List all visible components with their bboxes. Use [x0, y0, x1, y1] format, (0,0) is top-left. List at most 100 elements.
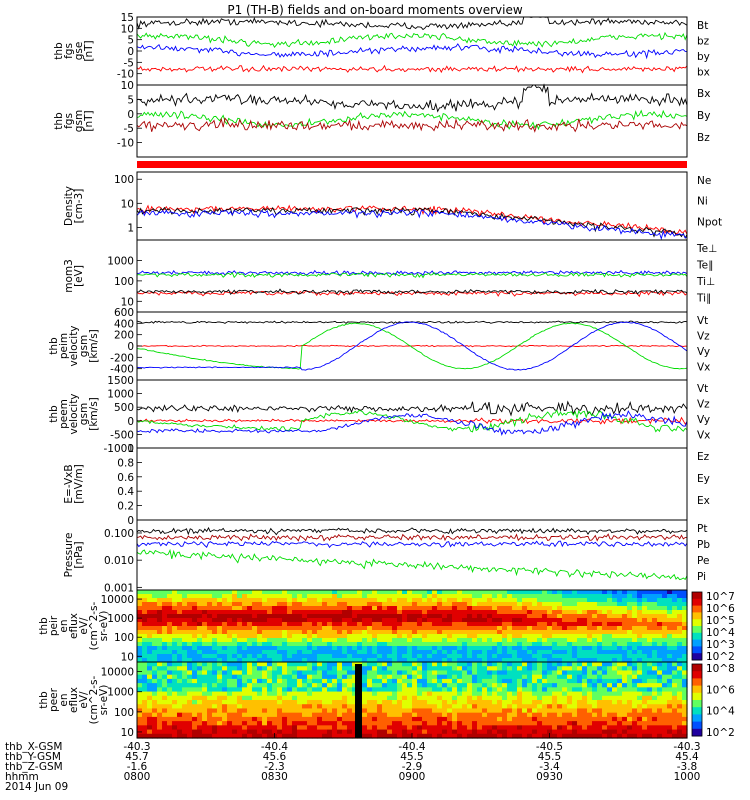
spectrogram-cell — [417, 683, 423, 688]
spectrogram-cell — [612, 683, 618, 688]
spectrogram-cell — [187, 614, 193, 619]
spectrogram-cell — [157, 674, 163, 680]
spectrogram-cell — [637, 650, 643, 655]
spectrogram-cell — [627, 614, 633, 619]
spectrogram-cell — [147, 602, 153, 607]
spectrogram-cell — [387, 666, 393, 672]
spectrogram-cell — [557, 594, 563, 599]
spectrogram-cell — [412, 700, 418, 705]
spectrogram-cell — [672, 626, 678, 631]
spectrogram-cell — [617, 733, 623, 739]
spectrogram-cell — [417, 622, 423, 627]
spectrogram-cell — [247, 594, 253, 599]
spectrogram-cell — [297, 716, 303, 722]
spectrogram-cell — [397, 634, 403, 639]
spectrogram-cell — [332, 590, 338, 595]
spectrogram-cell — [177, 683, 183, 688]
spectrogram-cell — [207, 650, 213, 655]
spectrogram-cell — [557, 638, 563, 643]
spectrogram-cell — [512, 687, 518, 693]
spectrogram-cell — [317, 622, 323, 627]
spectrogram-cell — [647, 725, 653, 731]
spectrogram-cell — [342, 721, 348, 726]
spectrogram-cell — [657, 733, 663, 739]
spectrogram-cell — [642, 658, 648, 663]
spectrogram-cell — [332, 700, 338, 705]
spectrogram-cell — [667, 594, 673, 599]
spectrogram-cell — [557, 666, 563, 672]
spectrogram-cell — [572, 634, 578, 639]
spectrogram-cell — [662, 670, 668, 676]
spectrogram-cell — [377, 638, 383, 643]
spectrogram-cell — [292, 700, 298, 705]
spectrogram-cell — [277, 662, 283, 667]
spectrogram-cell — [647, 691, 653, 697]
spectrogram-cell — [487, 695, 493, 701]
spectrogram-cell — [317, 590, 323, 595]
spectrogram-cell — [677, 606, 683, 611]
spectrogram-cell — [342, 650, 348, 655]
x-row-value: 1000 — [674, 771, 701, 783]
spectrogram-cell — [477, 678, 483, 684]
spectrogram-cell — [302, 618, 308, 623]
spectrogram-cell — [637, 638, 643, 643]
y-label-line: fgs — [63, 113, 75, 129]
spectrogram-cell — [642, 654, 648, 659]
spectrogram-cell — [367, 606, 373, 611]
spectrogram-cell — [427, 716, 433, 722]
spectrogram-cell — [472, 691, 478, 697]
spectrogram-cell — [297, 712, 303, 718]
spectrogram-cell — [197, 683, 203, 688]
spectrogram-cell — [397, 602, 403, 607]
spectrogram-cell — [632, 654, 638, 659]
spectrogram-cell — [177, 622, 183, 627]
x-row-value: -40.3 — [123, 741, 150, 753]
x-row-value: -40.3 — [673, 741, 700, 753]
spectrogram-cell — [207, 725, 213, 731]
spectrogram-cell — [277, 658, 283, 663]
spectrogram-cell — [417, 594, 423, 599]
spectrogram-cell — [327, 590, 333, 595]
spectrogram-cell — [587, 634, 593, 639]
spectrogram-cell — [462, 670, 468, 676]
spectrogram-cell — [652, 662, 658, 667]
spectrogram-cell — [527, 704, 533, 710]
spectrogram-cell — [657, 646, 663, 651]
spectrogram-cell — [587, 630, 593, 635]
spectrogram-cell — [607, 634, 613, 639]
spectrogram-cell — [682, 662, 688, 667]
spectrogram-cell — [242, 704, 248, 710]
spectrogram-cell — [222, 670, 228, 676]
spectrogram-cell — [187, 683, 193, 688]
spectrogram-cell — [602, 687, 608, 693]
spectrogram-cell — [407, 662, 413, 667]
spectrogram-cell — [147, 658, 153, 663]
spectrogram-cell — [677, 618, 683, 623]
spectrogram-cell — [477, 610, 483, 615]
spectrogram-cell — [602, 678, 608, 684]
spectrogram-cell — [532, 704, 538, 710]
spectrogram-cell — [137, 630, 143, 635]
spectrogram-cell — [632, 700, 638, 705]
spectrogram-cell — [257, 634, 263, 639]
spectrogram-cell — [282, 716, 288, 722]
spectrogram-cell — [412, 678, 418, 684]
spectrogram-cell — [597, 721, 603, 726]
spectrogram-cell — [152, 729, 158, 735]
spectrogram-cell — [352, 598, 358, 603]
spectrogram-cell — [457, 654, 463, 659]
spectrogram-cell — [672, 683, 678, 688]
spectrogram-cell — [582, 721, 588, 726]
spectrogram-cell — [617, 642, 623, 647]
spectrogram-cell — [217, 630, 223, 635]
spectrogram-cell — [677, 725, 683, 731]
spectrogram-cell — [587, 662, 593, 667]
spectrogram-cell — [492, 662, 498, 667]
spectrogram-cell — [337, 630, 343, 635]
spectrogram-cell — [572, 662, 578, 667]
spectrogram-cell — [362, 695, 368, 701]
spectrogram-cell — [352, 725, 358, 731]
spectrogram-cell — [272, 658, 278, 663]
spectrogram-cell — [672, 708, 678, 714]
y-tick-label: 10 — [121, 80, 134, 92]
